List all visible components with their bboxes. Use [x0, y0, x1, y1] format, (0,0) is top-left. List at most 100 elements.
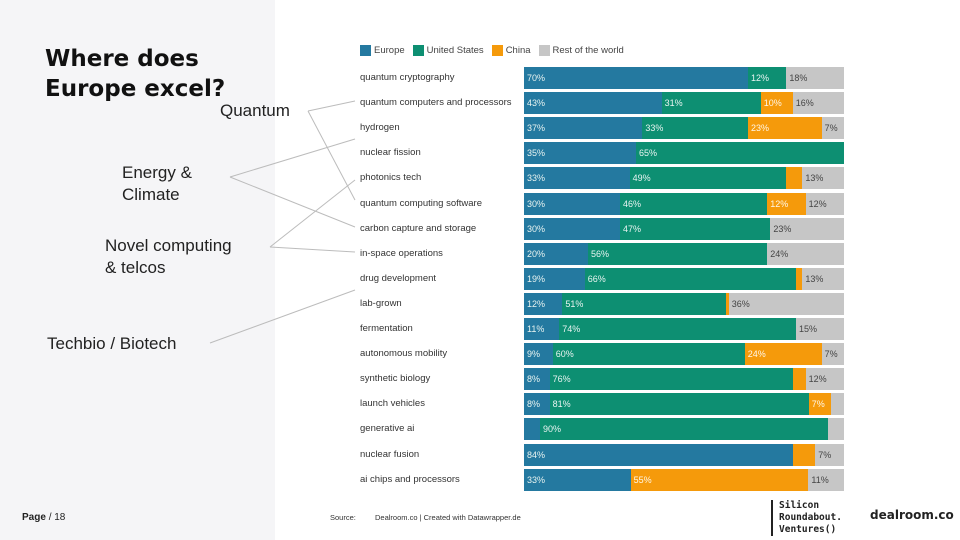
bar-quantum-cryptography: 70% 12% 18% [524, 67, 844, 89]
bar-segment-rest-of-the-world: 23% [770, 217, 844, 240]
bar-synthetic-biology: 8% 76% 12% [524, 368, 844, 391]
data-label: 7% [824, 123, 838, 134]
bar-segment-united-states: 60% [552, 343, 745, 366]
bar-nuclear-fusion: 84% 7% [524, 443, 844, 466]
bar-segment-china: 7% [808, 393, 832, 416]
bar-segment-china: 23% [747, 117, 822, 140]
bar-in-space-operations: 20% 56% 24% [524, 242, 844, 265]
bar-segment-europe: 30% [524, 217, 620, 240]
bar-segment-united-states: 56% [588, 242, 768, 265]
bar-segment-europe: 12% [524, 292, 563, 315]
bar-segment-united-states: 51% [562, 292, 726, 315]
data-label: 7% [818, 449, 832, 460]
bar-segment-united-states: 49% [629, 167, 787, 190]
bar-segment-united-states: 12% [748, 67, 787, 89]
legend-item-united-states: United States [412, 45, 484, 56]
data-label: 12% [808, 374, 827, 385]
data-label: 84% [527, 449, 546, 460]
bar-segment-europe: 9% [524, 343, 553, 366]
data-label: 23% [750, 123, 769, 134]
bar-segment-rest-of-the-world [831, 393, 844, 416]
data-label: 18% [789, 73, 808, 83]
dealroom-logo: dealroom.co [870, 508, 954, 522]
source-label: Source: [330, 513, 356, 522]
legend-label-rest-of-world: Rest of the world [552, 45, 624, 56]
bar-segment-united-states: 74% [559, 318, 796, 340]
bar-segment-europe: 33% [524, 468, 631, 491]
bar-segment-rest-of-the-world: 13% [802, 167, 844, 190]
data-label: 46% [623, 198, 642, 209]
data-label: 36% [731, 298, 750, 309]
bar-segment-rest-of-the-world: 7% [821, 117, 844, 140]
data-label: 35% [527, 148, 546, 159]
row-label-nuclear-fission: nuclear fission [360, 147, 421, 159]
group-label-techbio: Techbio / Biotech [47, 334, 177, 353]
data-label: 7% [811, 399, 825, 410]
page-label: Page [22, 512, 46, 523]
bar-photonics-tech: 33% 49% 13% [524, 167, 844, 190]
row-label-launch-vehicles: launch vehicles [360, 398, 425, 410]
data-label: 33% [527, 474, 546, 485]
bar-segment-rest-of-the-world: 7% [821, 343, 844, 366]
bar-launch-vehicles: 8% 81% 7% [524, 393, 844, 416]
legend-swatch-china [491, 45, 503, 56]
bar-segment-united-states: 65% [636, 142, 844, 165]
bar-segment-europe: 70% [524, 67, 748, 89]
data-label: 9% [527, 349, 541, 360]
row-label-drug-development: drug development [360, 272, 437, 284]
data-label: 31% [664, 98, 683, 109]
bar-segment-united-states: 90% [540, 418, 828, 441]
data-label: 10% [763, 98, 782, 109]
row-label-ai-chips-and-processors: ai chips and processors [360, 473, 460, 485]
bar-segment-china: 55% [630, 468, 809, 491]
legend-item-europe: Europe [360, 45, 405, 56]
bar-segment-united-states: 31% [661, 92, 761, 115]
bar-segment-united-states: 81% [549, 393, 809, 416]
data-label: 37% [527, 123, 546, 134]
bar-segment-europe: 30% [524, 192, 620, 215]
data-label: 33% [645, 123, 664, 134]
bar-segment-europe: 33% [524, 167, 630, 190]
data-label: 19% [527, 273, 546, 284]
bar-segment-rest-of-the-world: 12% [805, 368, 844, 391]
bar-segment-europe: 37% [524, 117, 643, 140]
bar-fermentation: 11% 74% 15% [524, 318, 844, 340]
bar-generative-ai: 90% [524, 418, 844, 441]
bar-quantum-computers-and-processors: 43% 31% 10% 16% [524, 92, 844, 115]
row-label-photonics-tech: photonics tech [360, 172, 422, 184]
bar-ai-chips-and-processors: 33% 55% 11% [524, 468, 844, 491]
data-label: 8% [527, 374, 541, 385]
bar-segment-rest-of-the-world: 11% [808, 468, 844, 491]
data-label: 55% [633, 474, 652, 485]
data-label: 51% [565, 298, 584, 309]
legend-item-rest-of-world: Rest of the world [538, 45, 624, 56]
data-label: 11% [527, 324, 545, 334]
bar-lab-grown: 12% 51% 36% [524, 292, 844, 315]
data-label: 70% [527, 73, 546, 83]
legend-swatch-rest-of-world [538, 45, 550, 56]
row-label-in-space-operations: in-space operations [360, 247, 443, 259]
data-label: 20% [527, 248, 546, 259]
bar-segment-china: 12% [767, 192, 806, 215]
bar-carbon-capture-and-storage: 30% 47% 23% [524, 217, 844, 240]
bar-segment-china [786, 167, 803, 190]
legend-swatch-europe [360, 45, 371, 56]
data-label: 23% [773, 223, 792, 234]
bar-segment-europe: 20% [524, 242, 588, 265]
data-label: 33% [527, 173, 546, 184]
chart-legend: Europe United States China Rest of the w… [360, 45, 624, 56]
bar-segment-united-states: 66% [584, 267, 796, 290]
bar-segment-europe: 43% [524, 92, 662, 115]
bar-segment-europe: 8% [524, 368, 550, 391]
data-label: 43% [527, 98, 546, 109]
bar-autonomous-mobility: 9% 60% 24% 7% [524, 343, 844, 366]
bar-segment-china [725, 292, 729, 315]
data-label: 74% [562, 324, 581, 334]
bar-segment-europe: 19% [524, 267, 585, 290]
legend-swatch-united-states [412, 45, 424, 56]
row-label-hydrogen: hydrogen [360, 122, 400, 134]
bar-segment-rest-of-the-world: 24% [767, 242, 844, 265]
data-label: 8% [527, 399, 541, 410]
row-label-autonomous-mobility: autonomous mobility [360, 348, 448, 360]
